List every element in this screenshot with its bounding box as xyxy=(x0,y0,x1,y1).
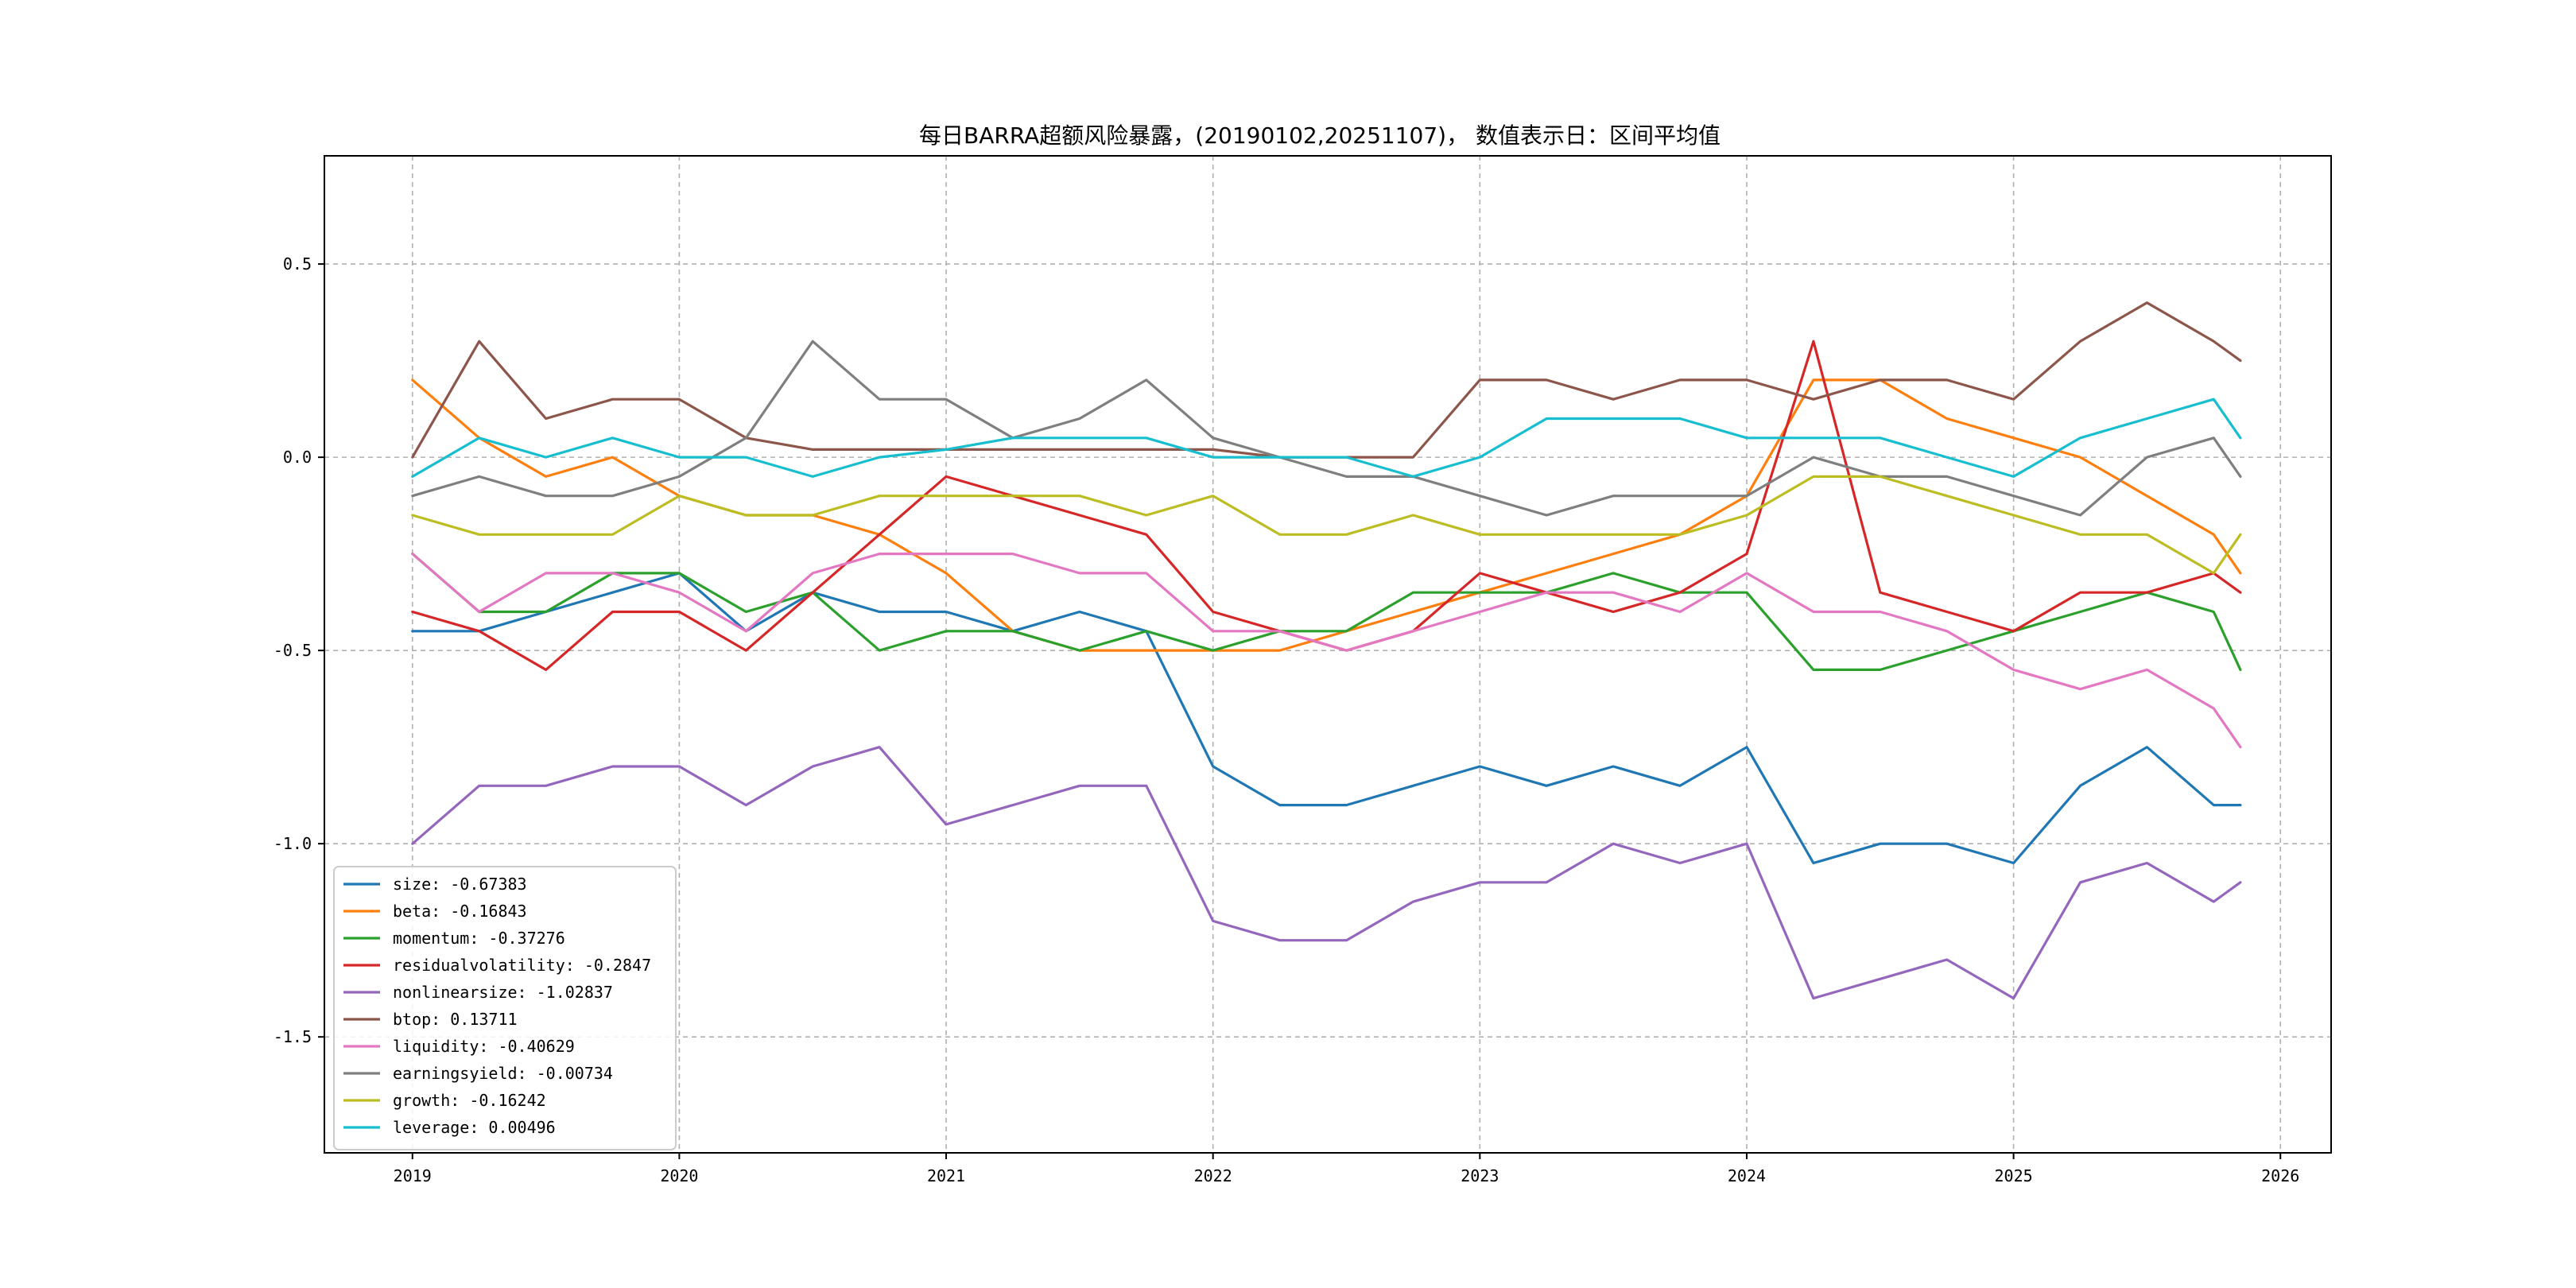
legend: size: -0.67383 beta: -0.16843 momentum: -0… xyxy=(333,866,677,1150)
legend-entry: earningsyield: -0.00734 xyxy=(393,1064,613,1083)
legend-box xyxy=(333,866,677,1150)
x-tick-label: 2023 xyxy=(1461,1166,1499,1185)
series-line-10 xyxy=(411,398,2242,478)
series-line-1 xyxy=(411,572,2242,865)
y-tick-label: -0.5 xyxy=(274,641,312,660)
axis-ticks: 2019 2020 2021 2022 2023 2024 2025 2026 -1.5 -1.0… xyxy=(274,254,2299,1185)
y-tick-label: -1.5 xyxy=(274,1027,312,1046)
series-lines xyxy=(411,301,2242,1000)
x-tick-label: 2024 xyxy=(1728,1166,1766,1185)
y-tick-label: 0.0 xyxy=(283,448,312,467)
y-tick-label: -1.0 xyxy=(274,834,312,853)
series-line-8 xyxy=(411,339,2242,517)
legend-entry: residualvolatility: -0.2847 xyxy=(393,956,651,975)
x-tick-label: 2020 xyxy=(660,1166,698,1185)
x-tick-label: 2019 xyxy=(394,1166,432,1185)
legend-entry: liquidity: -0.40629 xyxy=(393,1037,575,1056)
legend-entry: growth: -0.16242 xyxy=(393,1091,546,1110)
x-tick-label: 2021 xyxy=(927,1166,965,1185)
x-tick-label: 2022 xyxy=(1194,1166,1232,1185)
series-line-9 xyxy=(411,475,2242,575)
legend-entry: beta: -0.16843 xyxy=(393,902,527,921)
y-tick-label: 0.5 xyxy=(283,254,312,274)
series-line-7 xyxy=(411,553,2242,749)
series-line-4 xyxy=(411,339,2242,671)
legend-entry: size: -0.67383 xyxy=(393,875,527,894)
x-tick-label: 2025 xyxy=(1995,1166,2033,1185)
series-line-6 xyxy=(411,301,2242,459)
plot-frame xyxy=(324,155,2332,1154)
legend-entry: momentum: -0.37276 xyxy=(393,929,565,948)
series-line-2 xyxy=(411,378,2242,652)
legend-entry: leverage: 0.00496 xyxy=(393,1118,556,1137)
x-tick-label: 2026 xyxy=(2261,1166,2299,1185)
gridlines xyxy=(324,156,2331,1153)
series-line-3 xyxy=(411,553,2242,671)
chart-title: 每日BARRA超额风险暴露，(20190102,20251107)， 数值表示日… xyxy=(919,122,1721,149)
series-line-5 xyxy=(411,746,2242,1000)
legend-entry: nonlinearsize: -1.02837 xyxy=(393,983,613,1002)
legend-entry: btop: 0.13711 xyxy=(393,1010,518,1029)
